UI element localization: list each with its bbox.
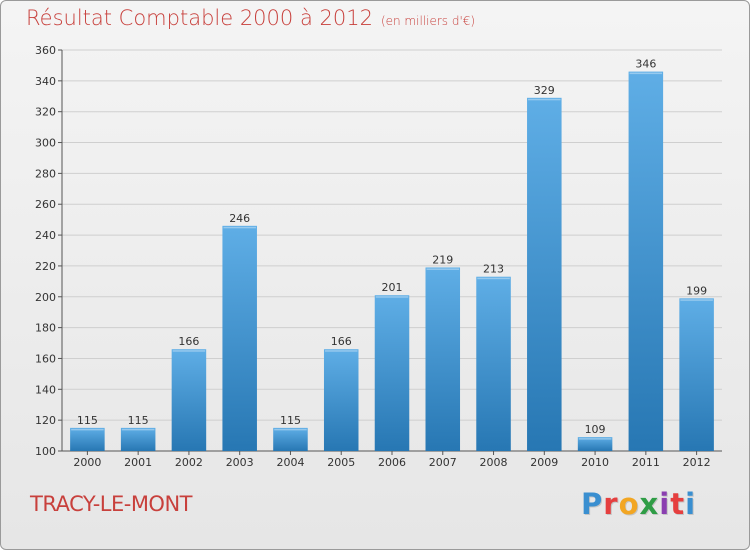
bar-highlight <box>477 277 510 280</box>
y-tick-label: 160 <box>35 352 56 365</box>
y-tick-label: 200 <box>35 291 56 304</box>
logo-letter: i <box>685 487 697 521</box>
y-tick-label: 180 <box>35 322 56 335</box>
logo-letter: P <box>581 487 604 521</box>
proxiti-logo: Proxiti <box>581 487 696 521</box>
x-tick-label: 2008 <box>480 456 508 469</box>
x-tick-label: 2011 <box>632 456 660 469</box>
bar <box>577 437 613 451</box>
x-tick-label: 2009 <box>530 456 558 469</box>
data-label: 213 <box>483 263 504 276</box>
x-tick-label: 2000 <box>73 456 101 469</box>
data-label: 109 <box>585 423 606 436</box>
bar <box>323 349 359 451</box>
bar-highlight <box>426 268 460 270</box>
chart-title: Résultat Comptable 2000 à 2012 (en millie… <box>26 6 475 30</box>
bar <box>527 97 562 452</box>
data-label: 329 <box>534 84 555 97</box>
data-label: 219 <box>432 253 453 266</box>
data-label: 199 <box>686 284 707 297</box>
x-tick-label: 2003 <box>226 456 254 469</box>
data-label: 166 <box>178 335 199 348</box>
chart-title-unit: (en milliers d'€) <box>380 14 476 28</box>
bar <box>222 225 257 451</box>
bar <box>70 427 105 451</box>
y-tick-label: 220 <box>35 260 56 273</box>
bar <box>628 71 664 451</box>
commune-name: TRACY-LE-MONT <box>30 492 193 516</box>
bar-highlight <box>121 428 155 431</box>
bar-highlight <box>223 226 256 229</box>
x-tick-label: 2001 <box>124 456 152 469</box>
bar-highlight <box>324 350 358 352</box>
bar <box>476 276 511 451</box>
y-tick-label: 300 <box>35 137 56 150</box>
logo-letter: i <box>659 487 671 521</box>
y-tick-label: 120 <box>35 414 56 427</box>
logo-letter: r <box>603 487 619 521</box>
data-label: 115 <box>77 414 98 427</box>
x-tick-label: 2010 <box>581 456 609 469</box>
logo-letter: o <box>618 487 640 521</box>
data-label: 201 <box>382 281 403 294</box>
y-tick-label: 100 <box>35 445 56 458</box>
bar-highlight <box>375 296 409 298</box>
x-tick-label: 2002 <box>175 456 203 469</box>
data-labels: 115 115 166 246 115 166 201 219 213 329 109 346 199 <box>77 58 707 437</box>
chart-title-main: Résultat Comptable 2000 à 2012 <box>26 6 373 30</box>
bar-highlight <box>274 428 307 431</box>
y-tick-label: 360 <box>35 44 56 57</box>
bar-highlight <box>71 428 104 431</box>
bars <box>70 71 714 452</box>
y-tick-label: 320 <box>35 106 56 119</box>
bar <box>273 427 308 451</box>
logo-letter: t <box>670 487 686 521</box>
logo-letter: x <box>639 487 660 521</box>
x-tick-label: 2007 <box>429 456 457 469</box>
bar-highlight <box>680 299 713 301</box>
y-tick-label: 340 <box>35 75 56 88</box>
bar-highlight <box>172 350 206 352</box>
bar <box>425 267 461 451</box>
bar-highlight <box>629 72 663 75</box>
y-tick-label: 240 <box>35 229 56 242</box>
bar <box>120 427 156 451</box>
bar <box>679 298 714 451</box>
data-label: 115 <box>128 414 149 427</box>
bar <box>374 295 410 451</box>
y-axis-ticks: 100 120 140 160 180 200 220 240 260 280 300 320 340 3… <box>35 44 62 458</box>
x-tick-label: 2006 <box>378 456 406 469</box>
bar <box>171 349 207 451</box>
bar-highlight <box>578 438 612 440</box>
x-tick-label: 2005 <box>327 456 355 469</box>
data-label: 115 <box>280 414 301 427</box>
data-label: 346 <box>635 58 656 71</box>
y-tick-label: 280 <box>35 167 56 180</box>
x-tick-label: 2012 <box>683 456 711 469</box>
data-label: 166 <box>331 335 352 348</box>
y-tick-label: 140 <box>35 383 56 396</box>
y-tick-label: 260 <box>35 198 56 211</box>
x-tick-label: 2004 <box>276 456 304 469</box>
x-axis-ticks: 2000 2001 2002 2003 2004 2005 2006 2007 2008 2009… <box>73 451 711 469</box>
data-label: 246 <box>229 212 250 225</box>
bar-highlight <box>528 98 561 101</box>
